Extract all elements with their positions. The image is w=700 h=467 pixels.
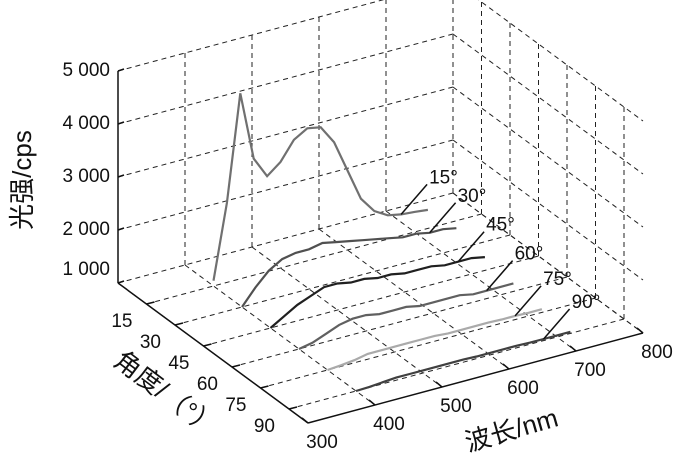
z-tick: [117, 121, 125, 125]
x-tick: [569, 345, 577, 352]
x-tick: [435, 381, 443, 388]
grid-line: [117, 192, 454, 284]
y-tick: [288, 406, 298, 410]
grid-line: [318, 228, 510, 370]
grid-line: [452, 192, 644, 334]
grid-line: [117, 0, 385, 72]
y-tick-label: 60: [197, 374, 218, 395]
series-line: [212, 93, 429, 281]
grid-line: [117, 86, 454, 178]
label-leader: [486, 260, 514, 292]
x-tick-label: 800: [641, 342, 673, 363]
grid-line: [251, 246, 443, 388]
x-tick: [368, 399, 376, 406]
grid-line: [260, 297, 596, 389]
grid-line: [117, 139, 454, 231]
y-tick-label: 45: [168, 353, 189, 374]
x-axis: [307, 332, 644, 424]
label-leader: [400, 183, 428, 215]
y-tick: [174, 322, 184, 326]
z-tick: [117, 280, 125, 284]
z-tick-label: 1 000: [62, 259, 110, 280]
label-leader: [514, 285, 542, 317]
series-label: 75°: [543, 269, 572, 290]
label-leader: [457, 231, 485, 263]
y-tick: [231, 364, 241, 368]
z-tick: [117, 227, 125, 231]
grid-line: [477, 0, 644, 122]
series-label: 45°: [486, 215, 515, 236]
y-tick-label: 15: [111, 311, 132, 332]
grid-line: [452, 86, 644, 228]
z-tick-label: 5 000: [62, 60, 110, 81]
series-label: 60°: [515, 244, 544, 265]
y-tick-label: 30: [140, 332, 161, 353]
x-tick-label: 500: [440, 396, 472, 417]
x-tick: [301, 417, 309, 424]
grid-line: [146, 213, 482, 305]
grid-line: [184, 264, 376, 406]
series-line: [241, 227, 457, 308]
label-leader: [429, 202, 457, 234]
y-tick: [203, 343, 212, 347]
series-line: [298, 282, 514, 350]
grid-line: [231, 276, 568, 368]
label-leader: [543, 308, 571, 340]
y-tick: [146, 301, 155, 305]
series-label: 90°: [572, 292, 601, 313]
y-tick-label: 90: [254, 416, 275, 437]
z-tick-label: 2 000: [62, 219, 110, 240]
series-line: [355, 330, 571, 393]
series-label: 30°: [458, 186, 487, 207]
x-tick-label: 700: [574, 360, 606, 381]
x-tick-label: 600: [507, 378, 539, 399]
y-axis: [117, 282, 309, 424]
z-tick: [117, 174, 125, 178]
x-tick: [502, 363, 510, 370]
z-axis-label: 光强/cps: [7, 130, 37, 230]
grid-line: [452, 33, 644, 175]
z-tick: [117, 68, 125, 72]
grid-line: [117, 33, 454, 125]
x-tick: [636, 327, 644, 334]
grid-line: [203, 255, 539, 347]
x-tick-label: 300: [306, 432, 338, 453]
z-tick-label: 3 000: [62, 166, 110, 187]
y-tick: [260, 385, 269, 389]
grid-line: [174, 234, 511, 326]
grid-line: [452, 139, 644, 281]
y-tick-label: 75: [225, 395, 246, 416]
series-line: [269, 256, 485, 329]
x-axis-label: 波长/nm: [461, 402, 561, 457]
z-tick-label: 4 000: [62, 113, 110, 134]
grid-line: [288, 318, 625, 410]
x-tick-label: 400: [373, 414, 405, 435]
series-line: [327, 308, 543, 372]
series-label: 15°: [429, 167, 458, 188]
